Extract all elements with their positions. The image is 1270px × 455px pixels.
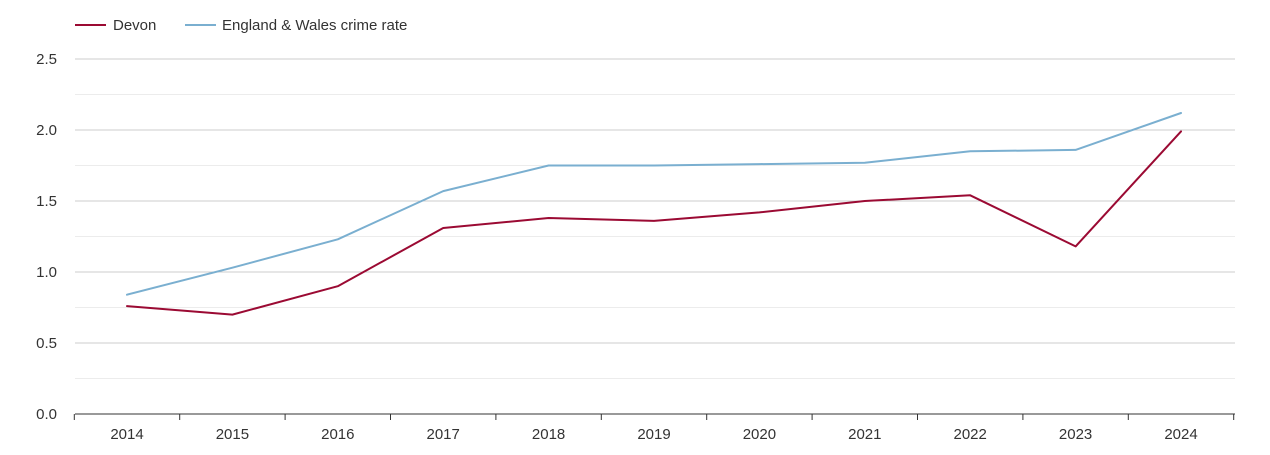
y-tick-label: 0.0 xyxy=(36,406,57,423)
gridlines xyxy=(75,58,1235,379)
y-tick-label: 2.0 xyxy=(36,122,57,139)
y-tick-label: 1.5 xyxy=(36,193,57,210)
x-tick-label: 2022 xyxy=(954,426,987,443)
x-tick-label: 2019 xyxy=(637,426,670,443)
series-line-england-wales-crime-rate xyxy=(126,112,1182,296)
x-tick-label: 2024 xyxy=(1164,426,1197,443)
series-line-devon xyxy=(126,130,1182,316)
y-tick-label: 0.5 xyxy=(36,335,57,352)
x-tick-label: 2017 xyxy=(427,426,460,443)
legend: Devon England & Wales crime rate xyxy=(75,17,407,34)
series-lines xyxy=(126,112,1182,316)
x-tick-label: 2021 xyxy=(848,426,881,443)
x-tick-label: 2014 xyxy=(110,426,143,443)
x-tick-label: 2020 xyxy=(743,426,776,443)
x-tick-label: 2015 xyxy=(216,426,249,443)
y-axis: 0.0 0.5 1.0 1.5 2.0 2.5 xyxy=(36,51,57,423)
y-tick-label: 1.0 xyxy=(36,264,57,281)
y-tick-label: 2.5 xyxy=(36,51,57,68)
x-axis: 2014 2015 2016 2017 2018 2019 2020 2021 2022 2023… xyxy=(73,413,1235,443)
x-tick-label: 2016 xyxy=(321,426,354,443)
legend-label-england-wales: England & Wales crime rate xyxy=(222,17,407,34)
legend-label-devon: Devon xyxy=(113,17,156,34)
x-tick-label: 2018 xyxy=(532,426,565,443)
x-tick-label: 2023 xyxy=(1059,426,1092,443)
